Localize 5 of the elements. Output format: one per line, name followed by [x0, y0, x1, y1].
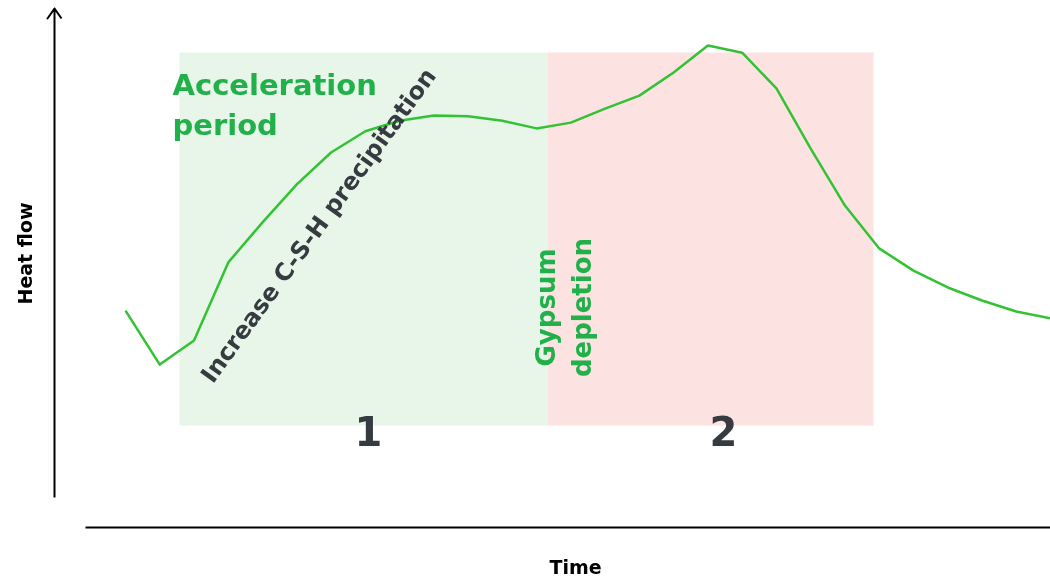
y-axis-title: Heat flow	[13, 202, 36, 305]
annotation: 2	[709, 408, 738, 455]
annotation: 1	[354, 408, 383, 455]
annotation: Gypsum depletion	[530, 237, 597, 378]
x-axis-title: Time	[549, 555, 602, 577]
